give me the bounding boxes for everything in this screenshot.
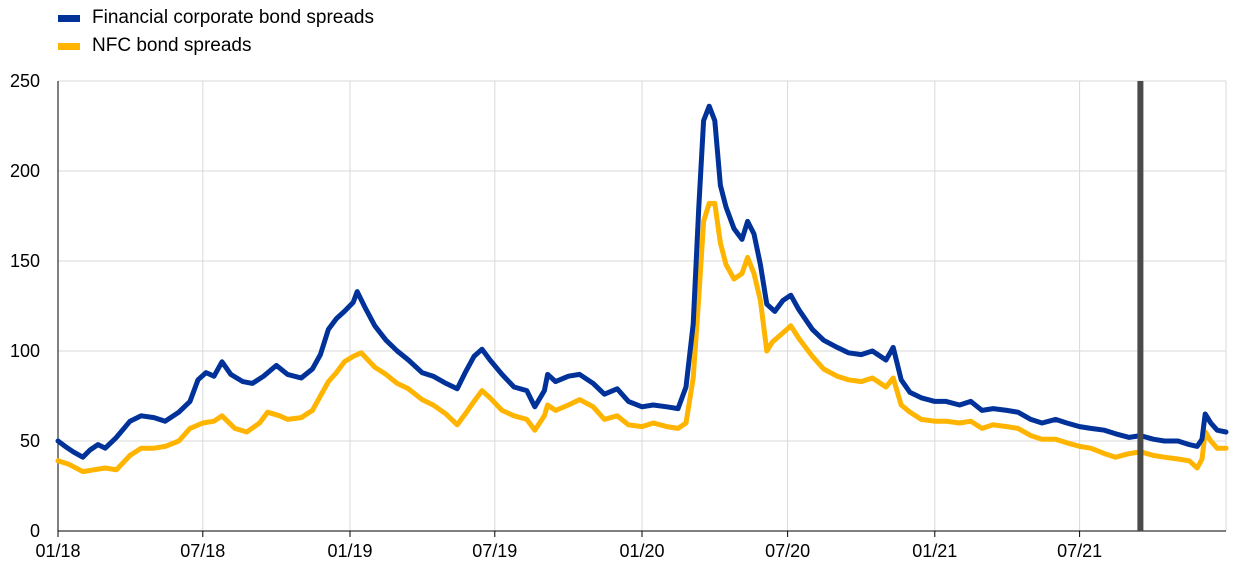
series-line-nfc bbox=[55, 200, 1229, 475]
legend-label-financial: Financial corporate bond spreads bbox=[92, 7, 375, 28]
legend-label-nfc: NFC bond spreads bbox=[92, 35, 252, 56]
y-tick-label: 150 bbox=[10, 251, 40, 271]
x-tick-label: 01/18 bbox=[35, 541, 80, 561]
grid bbox=[58, 80, 1227, 531]
series-line-financial bbox=[55, 103, 1229, 460]
legend-item-financial: Financial corporate bond spreads bbox=[58, 4, 374, 32]
x-tick-label: 07/19 bbox=[472, 541, 517, 561]
y-tick-label: 50 bbox=[20, 431, 40, 451]
x-tick-labels: 01/18 07/18 01/19 07/19 01/20 07/20 01/21 07/21 bbox=[35, 541, 1102, 561]
y-tick-label: 200 bbox=[10, 161, 40, 181]
x-tick-label: 07/21 bbox=[1057, 541, 1102, 561]
x-tick-label: 01/20 bbox=[619, 541, 664, 561]
legend: Financial corporate bond spreads NFC bon… bbox=[58, 4, 374, 60]
y-tick-label: 100 bbox=[10, 341, 40, 361]
series-lines bbox=[55, 103, 1229, 475]
y-tick-labels: 0 50 100 150 200 250 bbox=[10, 71, 40, 541]
axes bbox=[57, 81, 1226, 537]
x-tick-label: 01/19 bbox=[327, 541, 372, 561]
y-tick-label: 0 bbox=[30, 521, 40, 541]
x-tick-label: 07/20 bbox=[765, 541, 810, 561]
legend-item-nfc: NFC bond spreads bbox=[58, 32, 374, 60]
legend-swatch-financial bbox=[58, 14, 80, 22]
legend-swatch-nfc bbox=[58, 42, 80, 50]
x-tick-label: 01/21 bbox=[912, 541, 957, 561]
x-tick-label: 07/18 bbox=[180, 541, 225, 561]
y-tick-label: 250 bbox=[10, 71, 40, 91]
